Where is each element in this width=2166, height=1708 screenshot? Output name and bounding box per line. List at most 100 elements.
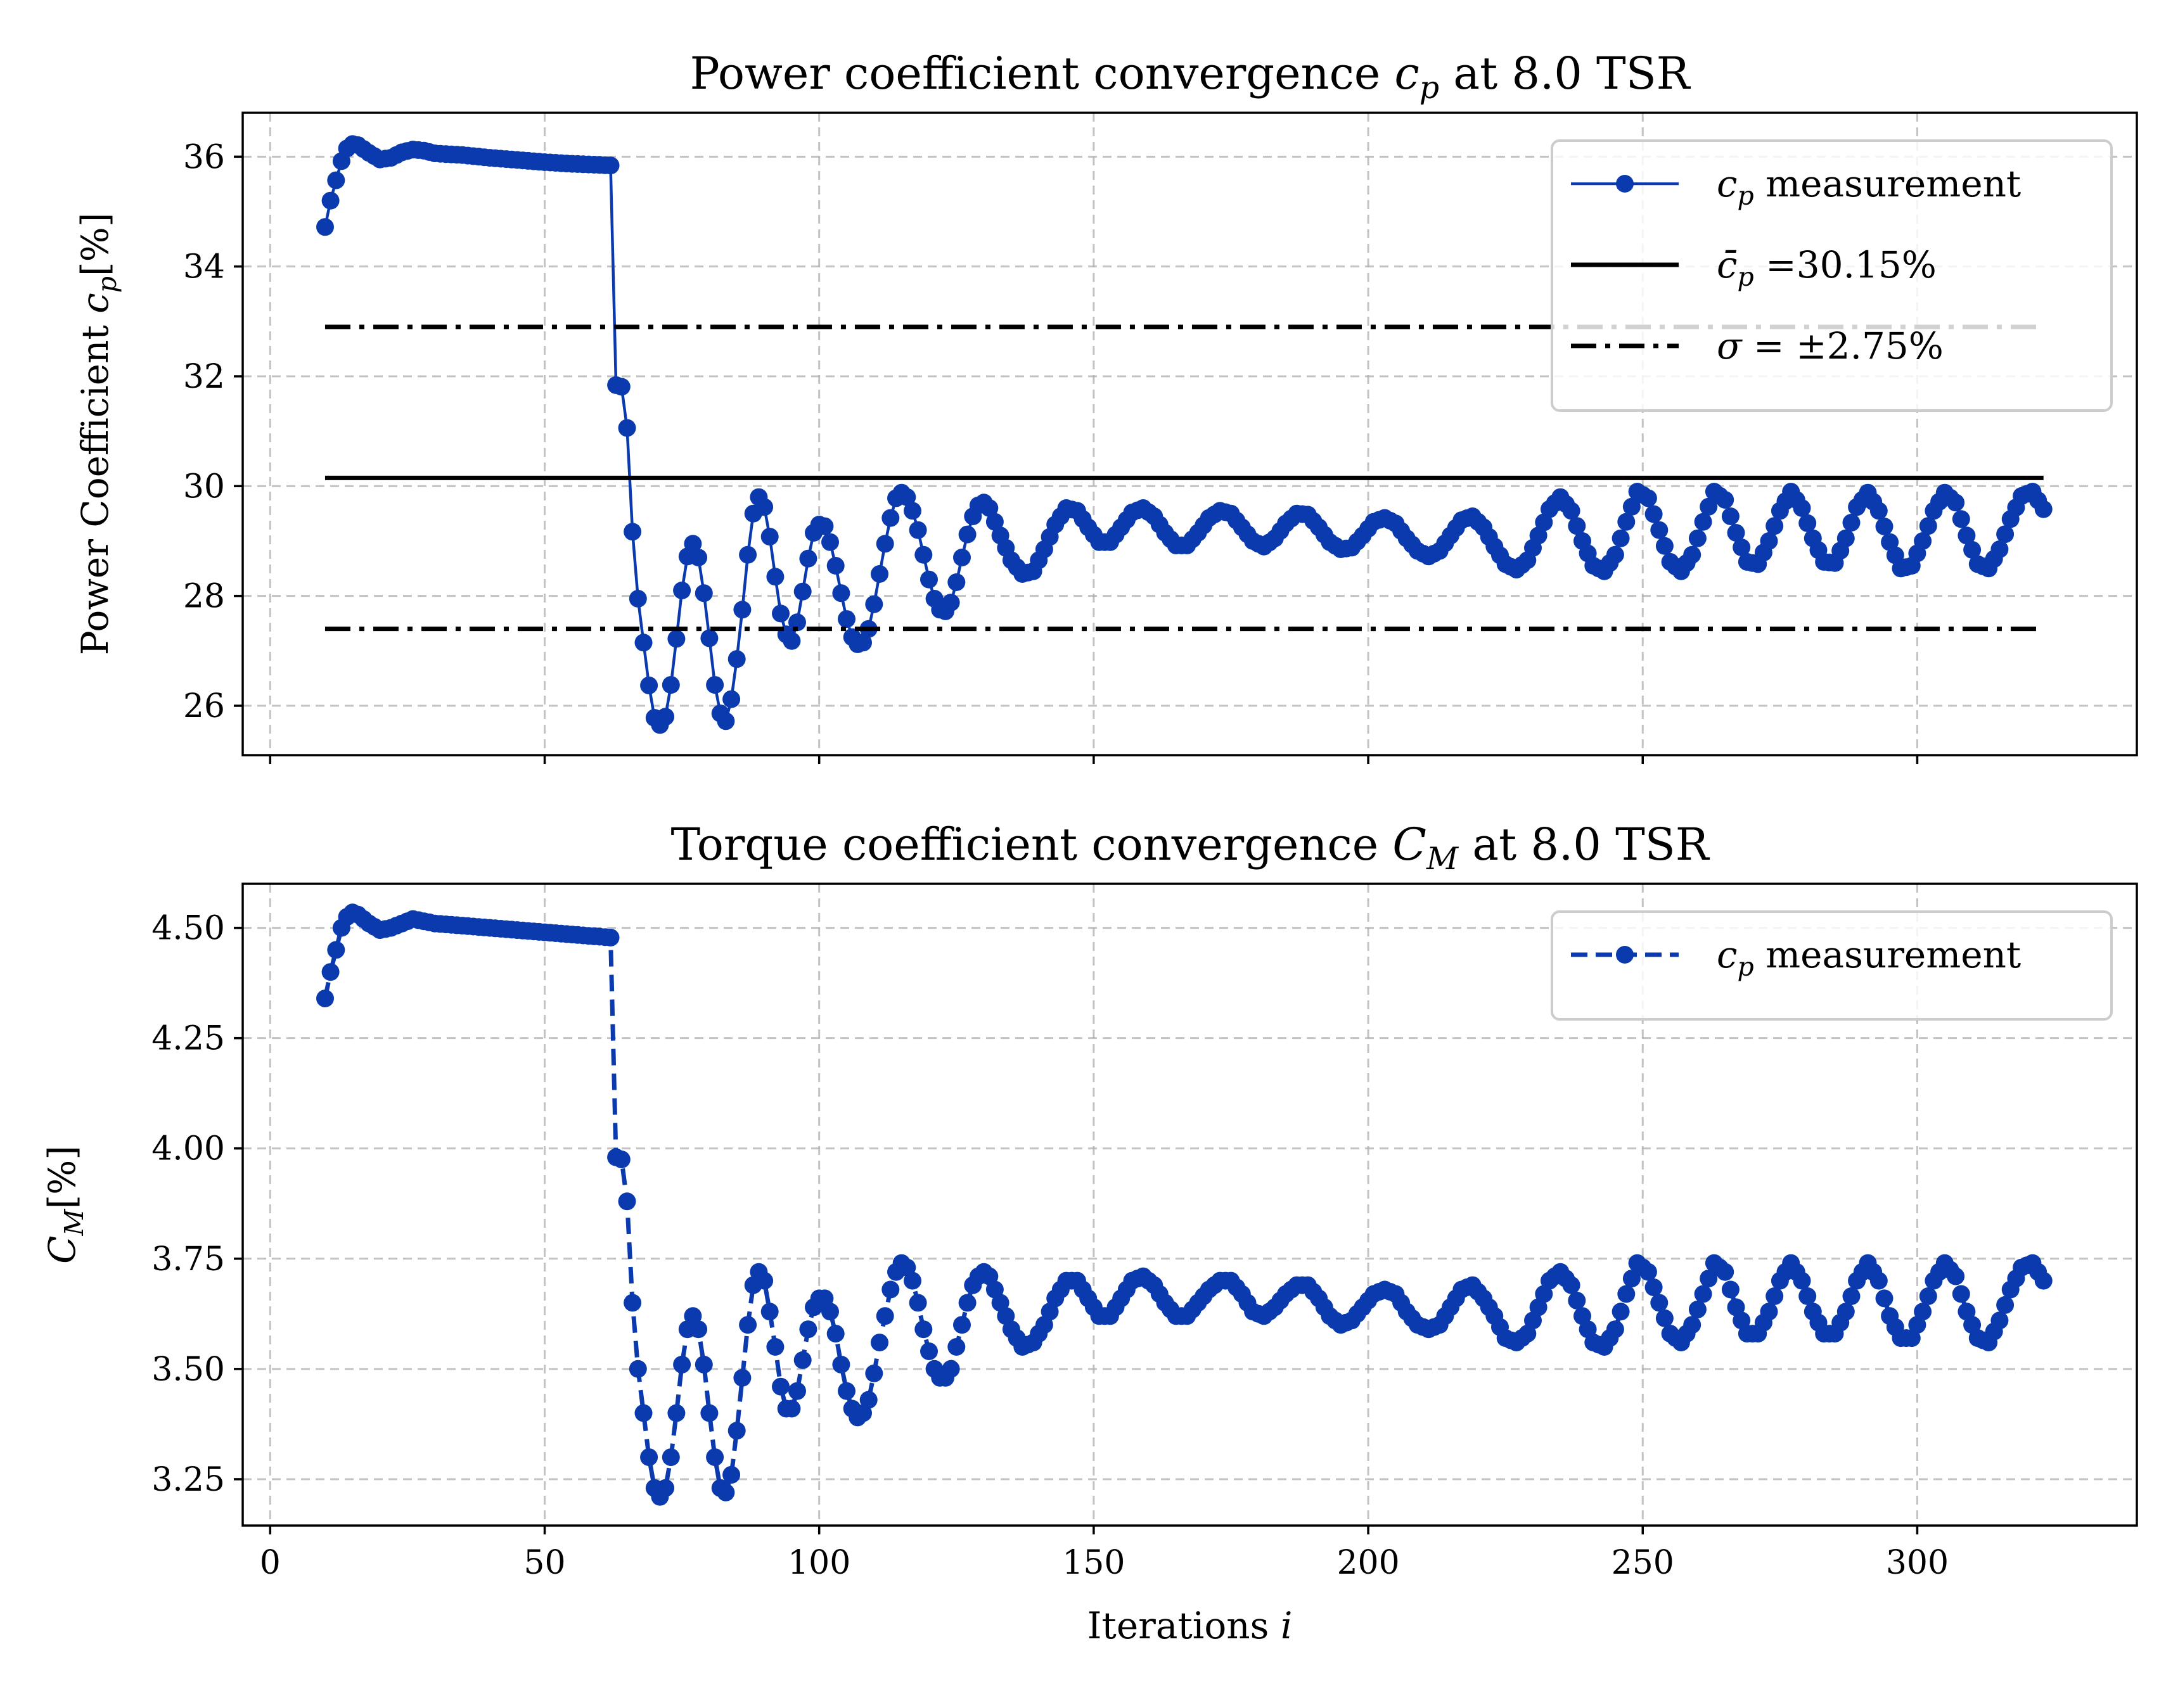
data-point — [695, 1355, 713, 1373]
data-point — [733, 1368, 752, 1387]
x-tick-label: 150 — [1062, 1544, 1125, 1582]
data-point — [947, 1338, 966, 1356]
data-point — [1947, 494, 1965, 512]
data-point — [1035, 1316, 1053, 1334]
data-point — [1990, 1311, 2009, 1330]
data-point — [920, 570, 938, 589]
data-point — [1529, 1298, 1548, 1316]
data-point — [1919, 517, 1937, 535]
y-tick-label: 30 — [183, 468, 225, 506]
data-point — [1875, 1289, 1894, 1308]
axes-frame — [241, 883, 2138, 1527]
legend-marker — [1616, 946, 1634, 964]
data-point — [1688, 1300, 1707, 1318]
data-point — [826, 1325, 845, 1343]
data-point — [1562, 502, 1580, 520]
data-point — [1655, 1309, 1674, 1327]
data-point — [316, 218, 334, 236]
data-point — [865, 595, 883, 613]
data-point — [1694, 513, 1712, 531]
data-point — [1700, 497, 1718, 516]
data-point — [1562, 1276, 1580, 1294]
data-point — [1568, 1291, 1586, 1310]
legend-marker — [1616, 175, 1634, 193]
data-point — [667, 1404, 686, 1422]
data-point — [854, 634, 872, 652]
x-tick-label: 300 — [1886, 1544, 1949, 1582]
data-point — [1963, 1316, 1982, 1334]
data-point — [876, 1307, 894, 1325]
data-point — [871, 565, 888, 583]
data-point — [673, 1355, 691, 1373]
x-axis-label: Iterations i — [1087, 1604, 1293, 1647]
data-point — [1908, 1316, 1926, 1334]
data-point — [1622, 497, 1641, 516]
data-point — [1727, 1298, 1745, 1316]
data-point — [601, 156, 620, 175]
data-point — [1869, 1271, 1888, 1290]
data-point — [327, 941, 345, 959]
data-point — [1842, 1287, 1861, 1305]
axes-frame — [241, 112, 2138, 756]
data-point — [1606, 1320, 1624, 1339]
data-point — [953, 1316, 971, 1334]
data-point — [914, 545, 933, 564]
data-point — [760, 1303, 779, 1321]
data-point — [1694, 1285, 1712, 1303]
y-tick-label: 28 — [183, 578, 225, 616]
data-point — [1869, 502, 1888, 520]
data-point — [985, 1280, 1004, 1299]
data-point — [816, 517, 834, 535]
data-point — [1793, 499, 1811, 517]
data-point — [634, 634, 653, 652]
data-point — [1639, 1263, 1657, 1281]
data-point — [788, 1382, 806, 1400]
measurement-markers — [316, 903, 2053, 1506]
data-point — [1716, 491, 1734, 509]
data-point — [991, 1294, 1009, 1312]
data-point — [629, 590, 647, 608]
data-point — [662, 1448, 680, 1467]
data-point — [909, 1294, 927, 1312]
data-point — [601, 928, 620, 946]
data-point — [1579, 1320, 1597, 1339]
legend-box — [1551, 910, 2113, 1021]
y-tick-label: 26 — [183, 687, 225, 725]
data-point — [706, 1448, 724, 1467]
data-point — [1606, 545, 1624, 564]
data-point — [985, 513, 1004, 531]
data-point — [1683, 545, 1701, 564]
data-point — [772, 604, 790, 623]
data-point — [722, 690, 741, 708]
data-point — [980, 499, 999, 517]
data-point — [760, 528, 779, 546]
y-tick-label: 34 — [183, 248, 225, 286]
data-point — [1612, 529, 1630, 547]
data-point — [612, 1150, 631, 1169]
data-point — [1914, 532, 1932, 550]
data-point — [629, 1360, 647, 1378]
x-tick-label: 100 — [788, 1544, 850, 1582]
measurement-markers — [316, 135, 2053, 734]
y-tick-label: 32 — [183, 358, 225, 396]
data-point — [733, 601, 752, 619]
data-point — [1721, 507, 1740, 525]
data-point — [1617, 513, 1636, 531]
data-point — [1683, 1316, 1701, 1334]
data-point — [876, 535, 894, 553]
data-point — [871, 1334, 888, 1352]
data-point — [914, 1320, 933, 1339]
data-point — [766, 1338, 785, 1356]
x-tick-label: 200 — [1336, 1544, 1399, 1582]
data-point — [832, 1355, 850, 1373]
data-point — [618, 419, 636, 437]
torque-coefficient-panel: 0 50 100 150 200 250 300 3.25 3.50 3.75 4.00 4.25 4.… — [41, 819, 2138, 1647]
data-point — [904, 1271, 921, 1290]
data-point — [1655, 537, 1674, 555]
data-point — [1650, 521, 1669, 539]
data-point — [667, 630, 686, 648]
data-point — [898, 488, 916, 506]
y-tick-label: 3.50 — [151, 1351, 225, 1389]
data-point — [898, 1258, 916, 1277]
